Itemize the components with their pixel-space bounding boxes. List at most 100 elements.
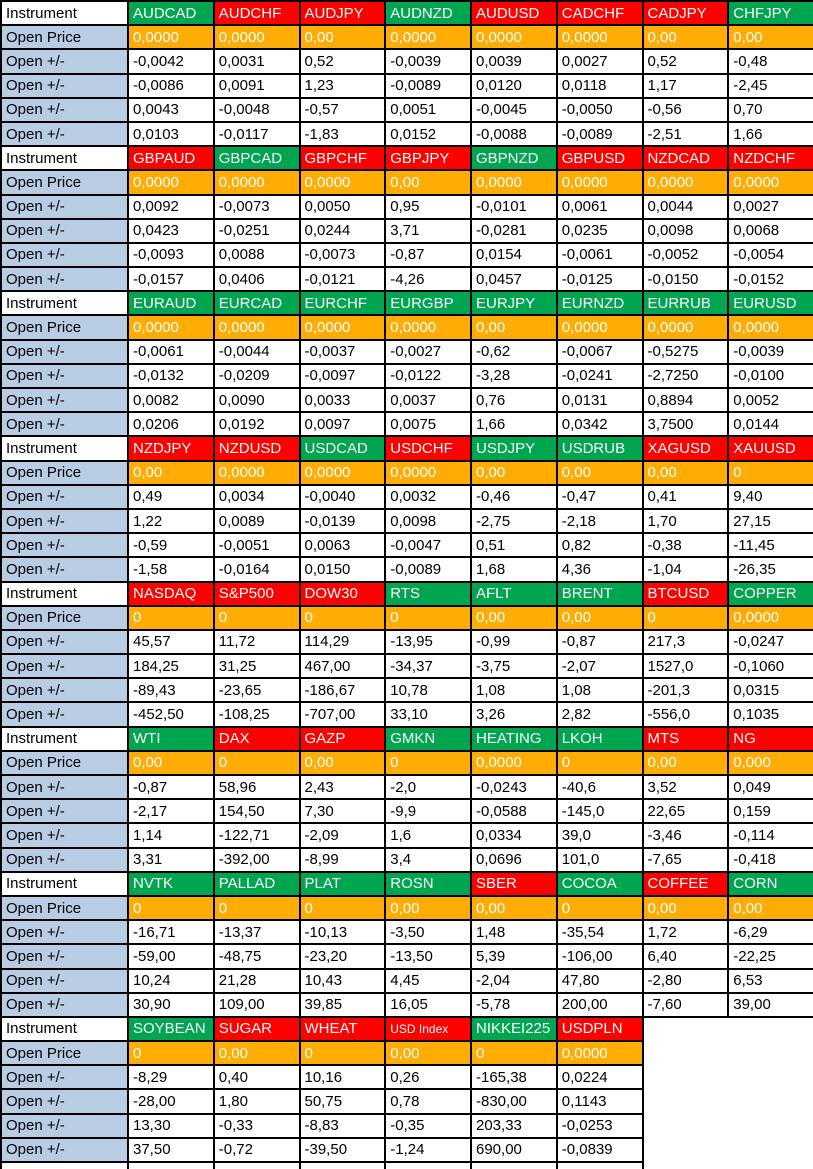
partial-cell[interactable] [212,1161,301,1169]
open-change-cell[interactable]: -0,0048 [212,96,301,123]
open-change-cell[interactable]: 1,48 [470,919,558,946]
open-change-cell[interactable]: 47,80 [555,967,644,994]
open-change-cell[interactable]: 3,4 [384,846,472,873]
row-label-open-price[interactable]: Open Price [0,459,129,486]
row-label-open-change[interactable]: Open +/- [0,193,129,220]
open-price-cell[interactable]: 0,0000 [727,604,813,631]
instrument-header-cell[interactable]: NG [727,725,813,752]
open-change-cell[interactable]: 1,70 [641,507,730,535]
open-change-cell[interactable]: 27,15 [727,507,813,535]
instrument-header-cell[interactable]: BRENT [555,580,644,607]
open-price-cell[interactable]: 0,0000 [127,314,215,341]
open-change-cell[interactable]: -0,72 [212,1136,301,1164]
open-change-cell[interactable]: 0,0154 [470,241,558,269]
instrument-header-cell[interactable]: USD Index [384,1015,472,1043]
open-change-cell[interactable]: 10,16 [298,1064,387,1091]
open-price-cell[interactable]: 0 [127,1040,215,1067]
open-change-cell[interactable]: 0,0098 [384,507,472,535]
open-change-cell[interactable]: 1,22 [127,507,215,535]
instrument-header-cell[interactable]: NZDUSD [212,435,301,462]
open-change-cell[interactable]: -34,37 [384,653,472,680]
open-change-cell[interactable]: -0,57 [298,96,387,123]
row-label-open-price[interactable]: Open Price [0,169,129,196]
open-change-cell[interactable]: 22,65 [641,798,730,825]
instrument-header-cell[interactable]: PALLAD [212,870,301,897]
open-change-cell[interactable]: -0,0247 [727,628,813,656]
open-change-cell[interactable]: -0,0251 [212,217,301,244]
row-label-open-change[interactable]: Open +/- [0,241,129,269]
open-change-cell[interactable]: 0,0031 [212,48,301,75]
instrument-header-cell[interactable]: NZDCAD [641,145,730,172]
instrument-header-cell[interactable]: NZDCHF [727,145,813,172]
open-price-cell[interactable]: 0,00 [384,169,472,196]
open-change-cell[interactable]: 0,0032 [384,483,472,510]
open-price-cell[interactable]: 0,00 [727,24,813,51]
open-change-cell[interactable]: -0,87 [555,628,644,656]
open-price-cell[interactable]: 0,0000 [470,24,558,51]
instrument-header-cell[interactable]: NZDJPY [127,435,215,462]
open-change-cell[interactable]: 109,00 [212,991,301,1018]
open-change-cell[interactable]: 1,6 [384,822,472,849]
row-label-open-change[interactable]: Open +/- [0,217,129,244]
open-price-cell[interactable]: 0,0000 [212,169,301,196]
open-change-cell[interactable]: -0,0067 [555,338,644,365]
open-change-cell[interactable]: -0,0039 [384,48,472,75]
open-change-cell[interactable]: 1,66 [727,120,813,148]
open-change-cell[interactable]: 0,0457 [470,266,558,293]
instrument-header-cell[interactable]: USDCAD [298,435,387,462]
open-change-cell[interactable]: -0,46 [470,483,558,510]
open-change-cell[interactable]: -0,0037 [298,338,387,365]
open-change-cell[interactable]: -16,71 [127,919,215,946]
open-change-cell[interactable]: 45,57 [127,628,215,656]
open-change-cell[interactable]: 31,25 [212,653,301,680]
open-change-cell[interactable]: 0,0033 [298,386,387,414]
open-price-cell[interactable]: 0 [212,894,301,922]
open-change-cell[interactable]: -1,24 [384,1136,472,1164]
open-price-cell[interactable]: 0,00 [298,24,387,51]
open-price-cell[interactable]: 0,0000 [555,314,644,341]
row-label-open-change[interactable]: Open +/- [0,556,129,583]
open-change-cell[interactable]: 0,0044 [641,193,730,220]
open-change-cell[interactable]: -2,51 [641,120,730,148]
open-change-cell[interactable]: -2,75 [470,507,558,535]
open-change-cell[interactable]: -0,0150 [641,266,730,293]
instrument-header-cell[interactable]: NASDAQ [127,580,215,607]
partial-cell[interactable] [384,1161,472,1169]
open-change-cell[interactable]: 39,0 [555,822,644,849]
open-change-cell[interactable]: 0,0118 [555,72,644,99]
open-change-cell[interactable]: -0,0051 [212,532,301,559]
instrument-header-cell[interactable]: EURCHF [298,290,387,317]
instrument-header-cell[interactable]: LKOH [555,725,644,752]
open-change-cell[interactable]: -0,0073 [212,193,301,220]
open-change-cell[interactable]: 0,049 [727,773,813,801]
open-price-cell[interactable]: 0,0000 [212,459,301,486]
row-label-open-change[interactable]: Open +/- [0,991,129,1018]
row-label-open-price[interactable]: Open Price [0,1040,129,1067]
instrument-header-cell[interactable]: COPPER [727,580,813,607]
open-change-cell[interactable]: 0,26 [384,1064,472,1091]
instrument-header-cell[interactable]: XAGUSD [641,435,730,462]
open-change-cell[interactable]: 200,00 [555,991,644,1018]
open-change-cell[interactable]: -4,26 [384,266,472,293]
instrument-header-cell[interactable]: EURCAD [212,290,301,317]
open-change-cell[interactable]: 0,0088 [212,241,301,269]
row-label-open-change[interactable]: Open +/- [0,653,129,680]
open-change-cell[interactable]: -3,75 [470,653,558,680]
open-price-cell[interactable]: 0,0000 [127,169,215,196]
open-change-cell[interactable]: -0,56 [641,96,730,123]
open-change-cell[interactable]: -106,00 [555,943,644,970]
open-change-cell[interactable]: -830,00 [470,1088,558,1115]
open-change-cell[interactable]: -0,0125 [555,266,644,293]
row-label-open-change[interactable]: Open +/- [0,846,129,873]
open-change-cell[interactable]: -0,87 [384,241,472,269]
open-change-cell[interactable]: -0,0027 [384,338,472,365]
row-label-open-change[interactable]: Open +/- [0,1112,129,1139]
open-change-cell[interactable]: -0,0088 [470,120,558,148]
open-price-cell[interactable]: 0,00 [555,459,644,486]
open-change-cell[interactable]: 1,72 [641,919,730,946]
row-label-open-change[interactable]: Open +/- [0,507,129,535]
open-change-cell[interactable]: 7,30 [298,798,387,825]
open-change-cell[interactable]: -0,0281 [470,217,558,244]
open-price-cell[interactable]: 0,0000 [727,314,813,341]
open-change-cell[interactable]: -0,0164 [212,556,301,583]
